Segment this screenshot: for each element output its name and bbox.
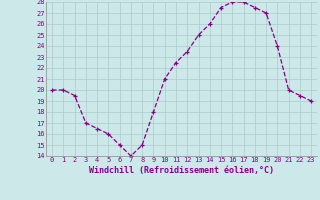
- X-axis label: Windchill (Refroidissement éolien,°C): Windchill (Refroidissement éolien,°C): [89, 166, 274, 175]
